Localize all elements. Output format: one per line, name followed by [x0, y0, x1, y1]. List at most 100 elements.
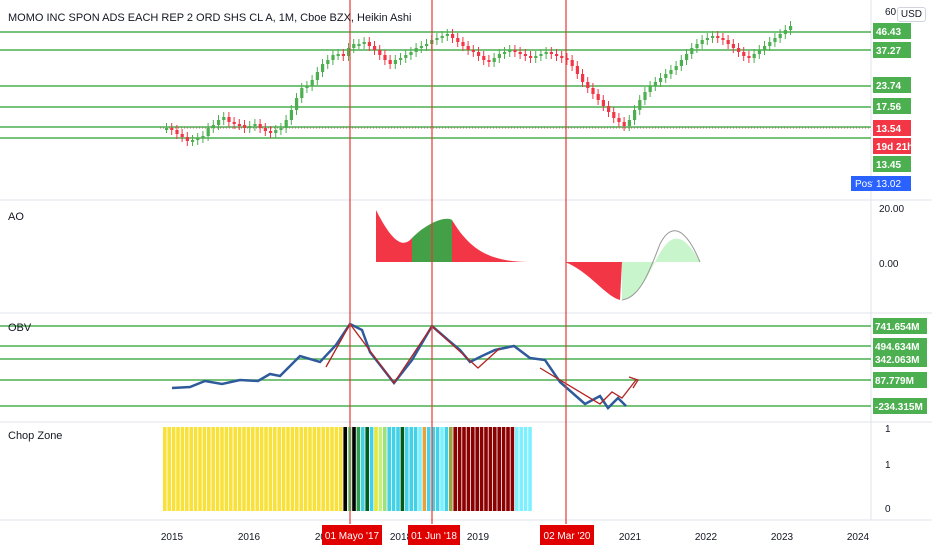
- candle-body: [279, 128, 283, 130]
- chop-zone-bar: [330, 427, 334, 511]
- price-label-text: 46.43: [876, 27, 901, 38]
- ao-area-light: [655, 238, 700, 262]
- candle-body: [393, 60, 397, 64]
- time-axis-tick: 2019: [467, 532, 490, 543]
- candle-body: [471, 50, 475, 52]
- candle-body: [232, 122, 236, 124]
- chop-axis-tick: 0: [885, 504, 891, 515]
- candle-body: [326, 60, 330, 64]
- candle-body: [549, 52, 553, 54]
- candle-body: [596, 94, 600, 100]
- chop-zone-bar: [387, 427, 391, 511]
- chop-zone-bar: [171, 427, 176, 511]
- chop-zone-bar: [229, 427, 233, 511]
- chop-zone-bar: [466, 427, 471, 511]
- candle-body: [783, 30, 787, 34]
- candle-body: [341, 54, 345, 56]
- candle-body: [747, 56, 751, 58]
- chop-zone-bar: [295, 427, 299, 511]
- chop-zone-bar: [471, 427, 475, 511]
- candle-body: [513, 50, 517, 52]
- candle-body: [539, 54, 543, 56]
- currency-button[interactable]: USD: [896, 7, 926, 22]
- candle-body: [601, 100, 605, 106]
- chop-zone-bar: [180, 427, 185, 511]
- price-label-text: 13.54: [876, 124, 901, 135]
- chop-zone-bar: [308, 427, 312, 511]
- candle-body: [243, 125, 247, 128]
- time-axis-tick: 2022: [695, 532, 718, 543]
- obv-line: [171, 322, 627, 410]
- candle-body: [586, 82, 590, 88]
- candle-body: [612, 112, 616, 118]
- candle-body: [648, 86, 652, 92]
- candle-body: [466, 46, 470, 50]
- time-axis-tick: 2015: [161, 532, 184, 543]
- candle-body: [523, 54, 527, 56]
- chop-zone-bar: [374, 427, 378, 511]
- post-badge: [851, 176, 876, 191]
- candle-body: [752, 54, 756, 58]
- chop-zone-bar: [378, 427, 383, 511]
- chop-zone-bar: [202, 427, 207, 511]
- obv-level-label-text: -234.315M: [875, 402, 923, 413]
- time-axis-tick: 2021: [619, 532, 642, 543]
- chop-zone-bar: [479, 427, 484, 511]
- price-label-text: 23.74: [876, 81, 901, 92]
- time-axis-tick: 2023: [771, 532, 794, 543]
- obv-level-label-text: 342.063M: [875, 355, 919, 366]
- price-label-text: 17.56: [876, 102, 901, 113]
- candle-body: [487, 60, 491, 62]
- candle-body: [638, 100, 642, 110]
- chop-zone-bar: [185, 427, 189, 511]
- candle-body: [305, 86, 309, 88]
- time-axis-tick: 2016: [238, 532, 261, 543]
- obv-trend-red: [325, 322, 501, 385]
- obv-level-label: [873, 372, 927, 388]
- candle-body: [679, 60, 683, 66]
- candle-body: [456, 38, 460, 42]
- candle-body: [742, 52, 746, 56]
- candle-body: [721, 38, 725, 40]
- obv-level-label-text: 494.634M: [875, 342, 919, 353]
- candle-body: [399, 58, 403, 60]
- candle-body: [773, 38, 777, 42]
- obv-level-label-text: 87.779M: [875, 376, 914, 387]
- candle-body: [378, 50, 382, 55]
- chop-zone-bar: [339, 427, 343, 511]
- candle-body: [206, 128, 210, 136]
- candle-body: [705, 38, 709, 40]
- candle-body: [726, 40, 730, 44]
- price-label-text: 37.27: [876, 46, 901, 57]
- candle-body: [690, 48, 694, 54]
- chop-zone-bar: [427, 427, 431, 511]
- chop-zone-bar: [396, 427, 400, 511]
- chop-zone-bar: [413, 427, 418, 511]
- chop-axis-tick: 1: [885, 424, 891, 435]
- ao-line: [621, 230, 701, 301]
- date-marker-badge: [540, 525, 594, 545]
- ao-axis-tick: 20.00: [879, 204, 904, 215]
- candle-body: [555, 54, 559, 56]
- chop-zone-bar: [268, 427, 273, 511]
- chop-zone-bar: [510, 427, 515, 511]
- candle-body: [388, 60, 392, 64]
- chop-zone-bar: [444, 427, 449, 511]
- candle-body: [414, 48, 418, 52]
- candle-body: [581, 74, 585, 82]
- chop-zone-bar: [325, 427, 330, 511]
- candle-body: [440, 36, 444, 38]
- chop-axis-tick: 1: [885, 460, 891, 471]
- chop-zone-bar: [290, 427, 295, 511]
- chop-zone-bar: [506, 427, 510, 511]
- candle-body: [175, 130, 179, 134]
- chop-zone-bar: [453, 427, 457, 511]
- candle-body: [357, 44, 361, 46]
- chop-zone-bar: [167, 427, 171, 511]
- chop-zone-bar: [405, 427, 409, 511]
- chop-zone-bar: [449, 427, 453, 511]
- candle-body: [529, 56, 533, 58]
- candle-body: [570, 60, 574, 66]
